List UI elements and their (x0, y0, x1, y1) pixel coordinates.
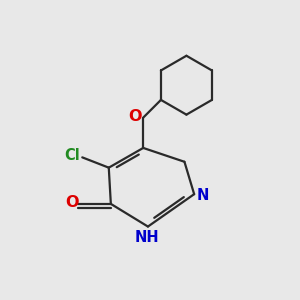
Text: Cl: Cl (64, 148, 80, 164)
Text: NH: NH (134, 230, 159, 245)
Text: N: N (196, 188, 208, 203)
Text: O: O (128, 109, 142, 124)
Text: O: O (65, 195, 79, 210)
